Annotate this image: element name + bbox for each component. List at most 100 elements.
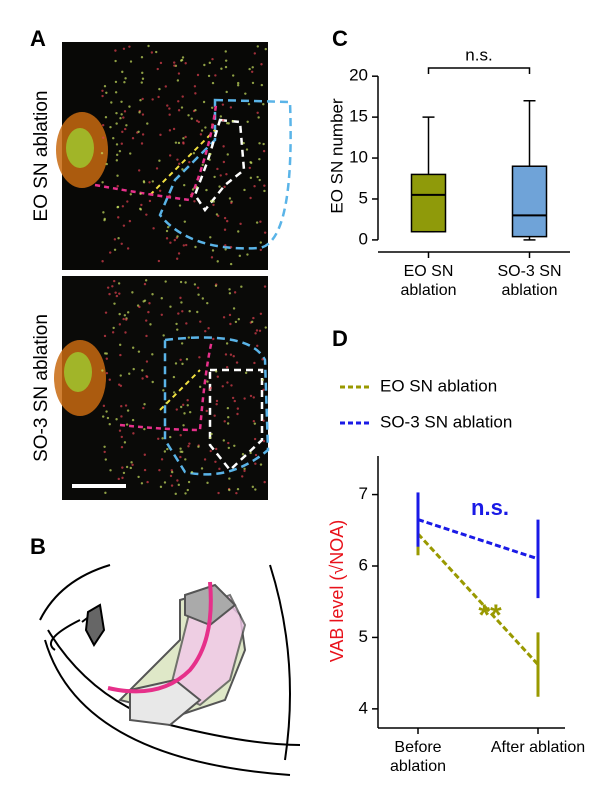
dot	[232, 355, 235, 358]
dot	[244, 371, 248, 375]
dot	[212, 203, 215, 207]
dot	[177, 72, 181, 75]
dot	[141, 97, 144, 101]
dot	[121, 466, 124, 469]
dot	[113, 238, 117, 241]
dot	[148, 302, 151, 305]
dot	[145, 334, 148, 338]
dot	[254, 332, 257, 335]
dot	[255, 221, 259, 224]
dot	[185, 243, 188, 247]
dot	[101, 181, 104, 184]
dot	[207, 327, 210, 330]
dot	[113, 302, 116, 305]
dot	[108, 423, 111, 426]
dot	[155, 167, 159, 170]
dot	[207, 74, 211, 78]
dot	[160, 297, 163, 300]
dot	[174, 492, 177, 496]
dot	[105, 162, 108, 166]
dot	[115, 159, 119, 162]
dot	[254, 488, 257, 491]
dot	[121, 130, 124, 134]
dot	[229, 246, 233, 249]
dot	[102, 404, 106, 408]
dot	[145, 319, 148, 322]
dot	[137, 130, 140, 134]
dot	[215, 399, 219, 403]
dot	[235, 361, 239, 364]
dot	[103, 445, 106, 448]
dot	[124, 127, 127, 131]
dot	[131, 418, 135, 422]
dot	[180, 342, 184, 345]
dot	[180, 59, 183, 62]
dot	[252, 316, 255, 320]
capsule	[84, 603, 106, 647]
dot	[179, 433, 182, 437]
dot	[197, 293, 200, 296]
eye	[64, 352, 92, 392]
dot	[179, 405, 183, 409]
dot	[179, 358, 182, 361]
dot	[177, 312, 180, 315]
dot	[234, 320, 238, 324]
dot	[252, 396, 255, 399]
dot	[105, 371, 109, 375]
dot	[151, 98, 154, 101]
dot	[211, 57, 214, 61]
dot	[259, 463, 263, 466]
dot	[193, 85, 197, 88]
dot	[159, 61, 163, 65]
dot	[177, 109, 181, 112]
dot	[112, 326, 115, 330]
dot	[180, 106, 184, 109]
dot	[130, 461, 133, 464]
dot	[132, 432, 135, 435]
dot	[184, 458, 187, 461]
dot	[160, 458, 164, 461]
dot	[115, 418, 118, 421]
dot	[263, 480, 266, 484]
dot	[262, 419, 265, 422]
dot	[197, 445, 200, 448]
dot	[184, 62, 187, 65]
dot	[143, 282, 147, 286]
dot	[244, 92, 247, 95]
dot	[158, 468, 161, 472]
dot	[141, 369, 144, 372]
dot	[138, 111, 141, 114]
dot	[187, 480, 191, 484]
dot	[211, 123, 214, 126]
dot	[175, 257, 179, 260]
dot	[105, 357, 109, 360]
dot	[223, 216, 227, 220]
dot	[169, 305, 172, 308]
dot	[140, 142, 144, 145]
dot	[206, 301, 209, 305]
dot	[114, 291, 117, 294]
dot	[186, 404, 189, 407]
dot	[233, 444, 236, 447]
dot	[126, 311, 130, 314]
dot	[222, 160, 226, 164]
dot	[236, 412, 239, 416]
dot	[131, 137, 135, 140]
dot	[137, 475, 140, 479]
micrographs	[54, 42, 292, 500]
dot	[254, 453, 258, 457]
dot	[184, 135, 187, 139]
dot	[224, 65, 228, 69]
dot	[239, 222, 242, 226]
dot	[142, 406, 145, 410]
dot	[238, 254, 242, 258]
dot	[194, 109, 197, 112]
dot	[140, 482, 144, 485]
dot	[228, 488, 231, 492]
dot	[188, 160, 191, 164]
dot	[179, 455, 182, 459]
dot	[141, 113, 145, 116]
dot	[187, 114, 190, 117]
dot	[243, 397, 246, 400]
dot	[187, 445, 190, 448]
